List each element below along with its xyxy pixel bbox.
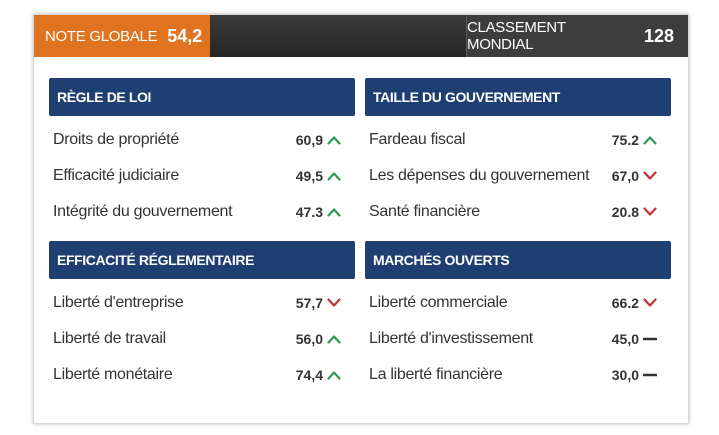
indicator-label: Liberté de travail <box>53 330 166 347</box>
indicator-row: Efficacité judiciaire 49,5 <box>49 158 355 194</box>
trend-up-icon <box>327 205 341 219</box>
world-rank-label: CLASSEMENT MONDIAL <box>467 19 566 53</box>
indicator-row: Liberté monétaire 74,4 <box>49 357 355 393</box>
section-regulatory-efficiency: EFFICACITÉ RÉGLEMENTAIRE Liberté d'entrep… <box>49 241 355 393</box>
indicator-label: Droits de propriété <box>53 131 179 148</box>
trend-down-icon <box>643 169 657 183</box>
trend-up-icon <box>327 133 341 147</box>
indicator-row: La liberté financière 30,0 <box>365 357 671 393</box>
indicator-score: 74,4 <box>295 367 323 383</box>
indicator-label: Liberté d'entreprise <box>53 294 184 311</box>
indicator-score: 45,0 <box>611 331 639 347</box>
section-title: MARCHÉS OUVERTS <box>365 241 671 279</box>
trend-flat-icon <box>643 332 657 346</box>
indicator-score: 47.3 <box>295 204 323 220</box>
score-header-bar: NOTE GLOBALE 54,2 CLASSEMENT MONDIAL 128 <box>34 15 688 57</box>
indicator-row: Liberté de travail 56,0 <box>49 321 355 357</box>
indicator-label: Les dépenses du gouvernement <box>369 167 590 184</box>
section-rule-of-law: RÈGLE DE LOI Droits de propriété 60,9 Effic… <box>49 78 355 230</box>
indicator-score: 20.8 <box>611 204 639 220</box>
overall-score-label: NOTE GLOBALE <box>45 27 158 45</box>
indicator-row: Droits de propriété 60,9 <box>49 122 355 158</box>
indicator-score: 60,9 <box>295 132 323 148</box>
indicator-row: Liberté d'entreprise 57,7 <box>49 285 355 321</box>
trend-down-icon <box>327 296 341 310</box>
indicator-row: Santé financière 20.8 <box>365 194 671 230</box>
world-rank-badge: CLASSEMENT MONDIAL 128 <box>466 15 688 57</box>
indicator-score: 49,5 <box>295 168 323 184</box>
indicator-row: Liberté commerciale 66.2 <box>365 285 671 321</box>
section-open-markets: MARCHÉS OUVERTS Liberté commerciale 66.2 Li… <box>365 241 671 393</box>
trend-down-icon <box>643 205 657 219</box>
indicator-score: 57,7 <box>295 295 323 311</box>
indicator-label: Liberté commerciale <box>369 294 508 311</box>
indicator-label: Intégrité du gouvernement <box>53 203 233 220</box>
indicator-label: Liberté monétaire <box>53 366 173 383</box>
section-title: TAILLE DU GOUVERNEMENT <box>365 78 671 116</box>
indicator-label: Santé financière <box>369 203 480 220</box>
indicator-score: 56,0 <box>295 331 323 347</box>
world-rank-value: 128 <box>643 25 674 46</box>
overall-score-badge: NOTE GLOBALE 54,2 <box>34 15 210 57</box>
indicator-row: Intégrité du gouvernement 47.3 <box>49 194 355 230</box>
indicator-label: Liberté d'investissement <box>369 330 533 347</box>
section-government-size: TAILLE DU GOUVERNEMENT Fardeau fiscal 75.2… <box>365 78 671 230</box>
indicator-label: Efficacité judiciaire <box>53 167 179 184</box>
trend-down-icon <box>643 296 657 310</box>
trend-up-icon <box>327 169 341 183</box>
trend-flat-icon <box>643 368 657 382</box>
indicator-score: 75.2 <box>611 132 639 148</box>
indicator-score: 30,0 <box>611 367 639 383</box>
trend-up-icon <box>327 368 341 382</box>
indicator-row: Les dépenses du gouvernement 67,0 <box>365 158 671 194</box>
indicator-label: Fardeau fiscal <box>369 131 466 148</box>
section-title: EFFICACITÉ RÉGLEMENTAIRE <box>49 241 355 279</box>
economic-freedom-card: NOTE GLOBALE 54,2 CLASSEMENT MONDIAL 128… <box>33 14 689 424</box>
trend-up-icon <box>643 133 657 147</box>
overall-score-value: 54,2 <box>167 25 203 46</box>
trend-up-icon <box>327 332 341 346</box>
indicator-row: Liberté d'investissement 45,0 <box>365 321 671 357</box>
section-title: RÈGLE DE LOI <box>49 78 355 116</box>
indicator-row: Fardeau fiscal 75.2 <box>365 122 671 158</box>
indicator-score: 67,0 <box>611 168 639 184</box>
indicator-label: La liberté financière <box>369 366 503 383</box>
indicator-score: 66.2 <box>611 295 639 311</box>
